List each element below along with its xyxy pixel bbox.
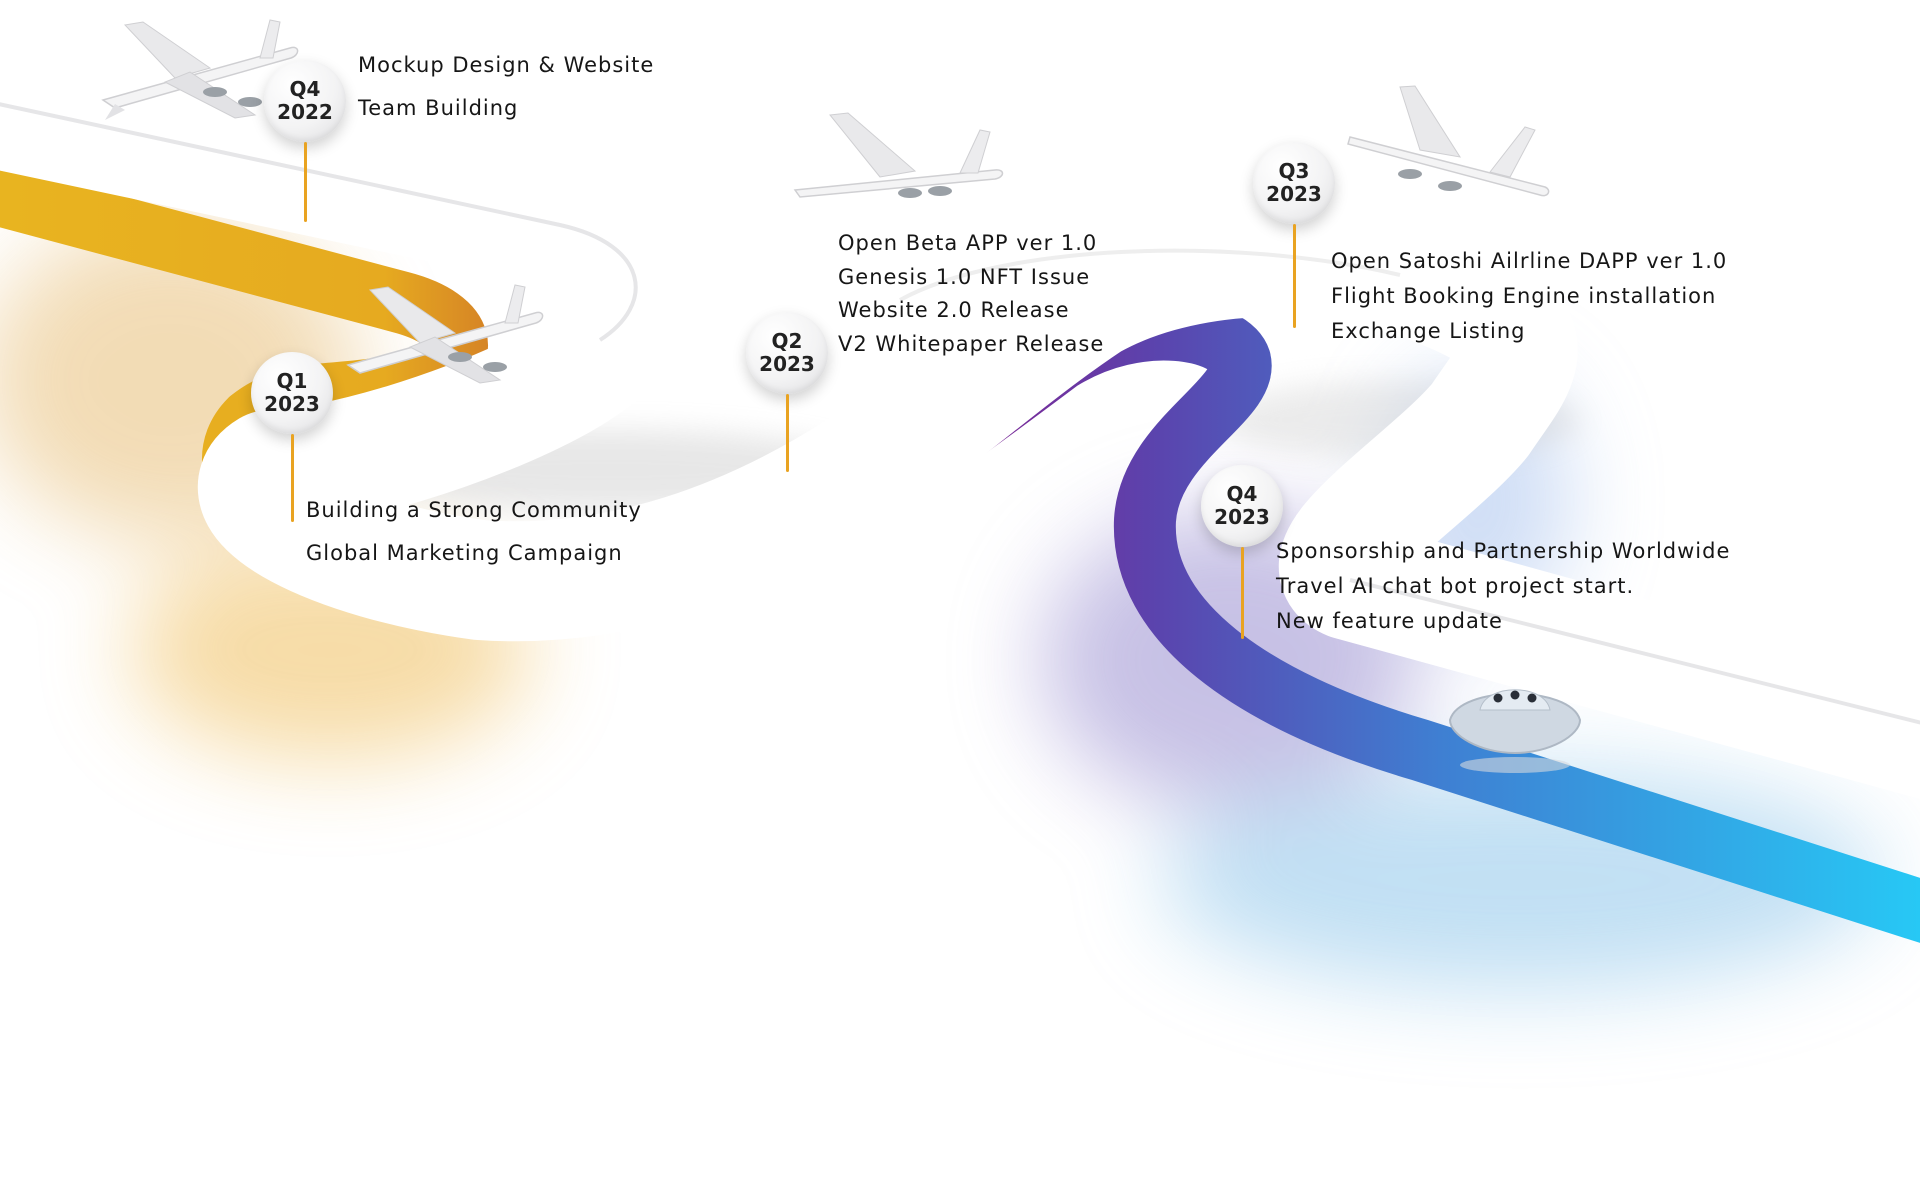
milestone-item: Global Marketing Campaign	[306, 541, 623, 565]
road-edge	[899, 248, 1401, 302]
milestone-quarter: Q3	[1278, 159, 1310, 183]
milestone-stem	[304, 142, 307, 222]
milestone-stem	[1241, 547, 1244, 639]
airplane-icon	[793, 112, 1004, 198]
milestone-marker: Q2 2023	[746, 312, 828, 394]
milestone-item: Website 2.0 Release	[838, 298, 1070, 322]
milestone-year: 2023	[1266, 182, 1322, 206]
milestone-year: 2023	[1214, 505, 1270, 529]
milestone-items: Mockup Design & Website Team Building	[358, 44, 654, 130]
road-edge	[0, 102, 638, 342]
ufo-icon	[1448, 689, 1582, 773]
milestone-item: V2 Whitepaper Release	[838, 331, 1105, 356]
milestone-items: Open Beta APP ver 1.0 Genesis 1.0 NFT Is…	[838, 227, 1104, 361]
milestone-item: Exchange Listing	[1331, 319, 1526, 343]
milestone-quarter: Q4	[1226, 482, 1258, 506]
airplane-icon	[1347, 85, 1550, 197]
milestone-item: Mockup Design & Website	[358, 53, 655, 77]
milestone-stem	[786, 394, 789, 472]
milestone-item: Open Satoshi Ailrline DAPP ver 1.0	[1331, 249, 1728, 273]
milestone-year: 2023	[759, 352, 815, 376]
milestone-quarter: Q1	[276, 369, 308, 393]
airplane-icon	[101, 19, 299, 120]
milestone-marker: Q4 2023	[1201, 465, 1283, 547]
milestone-stem	[1293, 224, 1296, 328]
milestone-item: Genesis 1.0 NFT Issue	[838, 264, 1091, 289]
milestone-items: Sponsorship and Partnership Worldwide Tr…	[1276, 534, 1730, 639]
milestone-item: Sponsorship and Partnership Worldwide	[1276, 539, 1731, 563]
milestone-item: Travel AI chat bot project start.	[1276, 574, 1635, 598]
road-edge	[1349, 578, 1920, 725]
road-surface	[0, 47, 1920, 799]
milestone-quarter: Q4	[289, 77, 321, 101]
milestone-year: 2023	[264, 392, 320, 416]
milestone-item: Team Building	[358, 96, 519, 120]
milestone-items: Open Satoshi Ailrline DAPP ver 1.0 Fligh…	[1331, 244, 1727, 349]
milestone-item: New feature update	[1276, 609, 1503, 633]
airplane-icon	[346, 284, 544, 384]
milestone-item: Building a Strong Community	[306, 498, 642, 522]
milestone-quarter: Q2	[771, 329, 803, 353]
milestone-year: 2022	[277, 100, 333, 124]
milestone-items: Building a Strong Community Global Marke…	[306, 489, 642, 575]
milestone-marker: Q4 2022	[264, 60, 346, 142]
milestone-item: Flight Booking Engine installation	[1331, 284, 1717, 308]
milestone-marker: Q1 2023	[251, 352, 333, 434]
milestone-marker: Q3 2023	[1253, 142, 1335, 224]
milestone-stem	[291, 434, 294, 522]
milestone-item: Open Beta APP ver 1.0	[838, 231, 1098, 255]
